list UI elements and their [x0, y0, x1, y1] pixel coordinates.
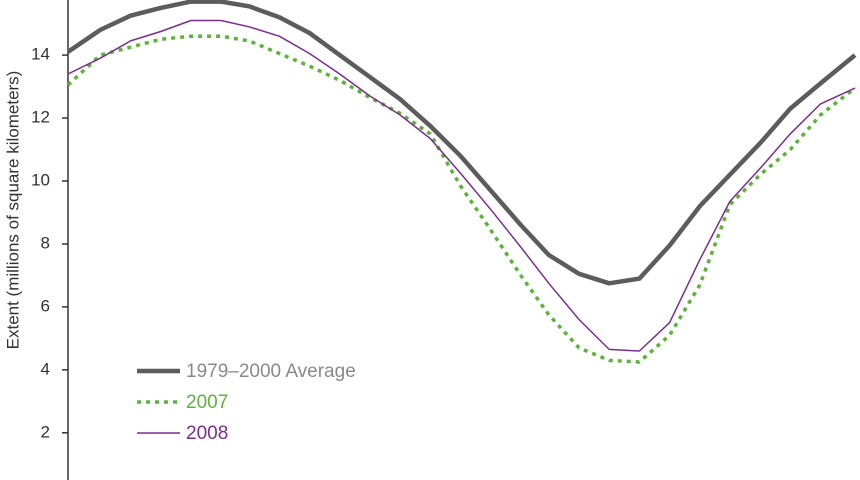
line-series [66, 0, 857, 286]
y-tick-label: 6 [41, 296, 50, 315]
y-tick-label: 8 [41, 233, 50, 252]
legend-label: 1979–2000 Average [186, 361, 356, 382]
line-series [67, 19, 856, 352]
legend-label: 2007 [186, 392, 228, 413]
line-series [66, 34, 857, 364]
y-tick-label: 12 [31, 108, 50, 127]
y-axis-label: Extent (millions of square kilometers) [3, 71, 22, 350]
y-tick-label: 14 [31, 45, 50, 64]
y-tick-label: 2 [41, 422, 50, 441]
legend-label: 2008 [186, 423, 228, 444]
y-tick-label: 10 [31, 170, 50, 189]
y-tick-label: 4 [41, 359, 50, 378]
